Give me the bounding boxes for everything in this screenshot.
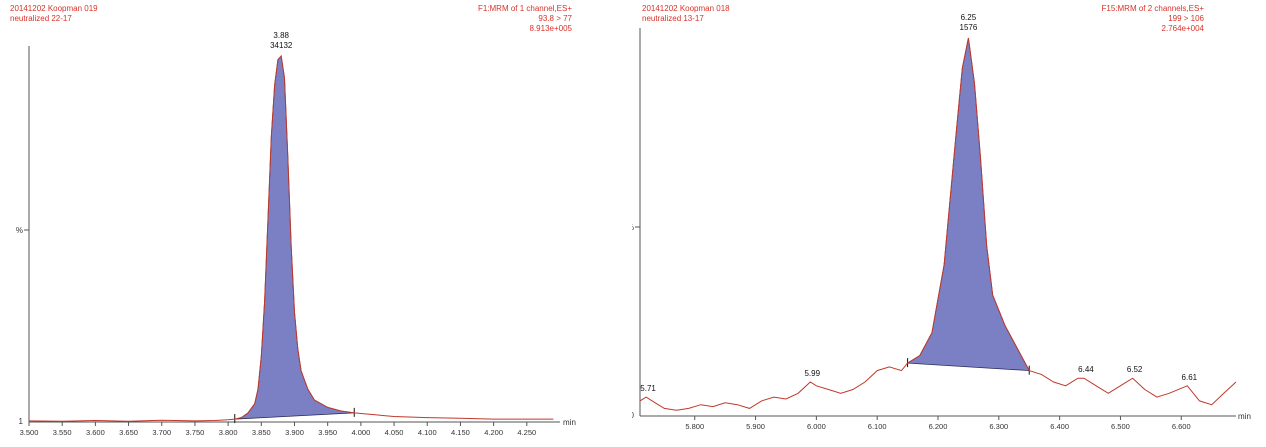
header-right-1: F1:MRM of 1 channel,ES+ 93.8 > 77 8.913e… [478, 4, 572, 34]
y-tick-label-1: 1 [19, 417, 24, 426]
x-tick-label-1: 3.850 [252, 428, 271, 437]
header-left-2-line-1: 20141202 Koopman 018 [642, 4, 730, 13]
x-tick-label-1: 3.600 [86, 428, 105, 437]
x-tick-label-2: 5.900 [746, 422, 765, 431]
x-tick-label-2: 6.500 [1111, 422, 1130, 431]
header-left-2-line-2: neutralized 13-17 [642, 14, 704, 23]
x-tick-label-1: 3.650 [119, 428, 138, 437]
header-left-1: 20141202 Koopman 019 neutralized 22-17 [10, 4, 98, 24]
header-right-1-line-1: F1:MRM of 1 channel,ES+ [477, 4, 572, 13]
peak-area-label-1: 34132 [270, 41, 293, 50]
y-axis-label-1: % [16, 226, 23, 235]
peak-time-label-1: 3.88 [273, 31, 289, 40]
x-tick-label-2: 6.400 [1050, 422, 1069, 431]
header-left-1-line-2: neutralized 22-17 [10, 14, 72, 23]
x-tick-label-2: 6.000 [807, 422, 826, 431]
x-tick-label-2: 6.200 [929, 422, 948, 431]
header-right-2-line-1: F15:MRM of 2 channels,ES+ [1101, 4, 1205, 13]
trace-line-1 [28, 54, 554, 422]
y-tick-label-2: 0 [632, 411, 635, 420]
x-tick-label-1: 4.000 [351, 428, 370, 437]
chromatogram-panel-1: 20141202 Koopman 019 neutralized 22-17 F… [0, 0, 600, 442]
x-tick-label-2: 6.600 [1172, 422, 1191, 431]
peak-area-label-2: 1576 [960, 23, 978, 32]
y-axis-label-2: % [632, 223, 634, 232]
chromatogram-plot-1: % 1 3.500 3.550 3.600 3.650 3.700 3.750 3.800 3.8… [16, 31, 576, 437]
header-right-2-line-3: 2.764e+004 [1161, 24, 1205, 33]
header-right-2-line-2: 199 > 106 [1168, 14, 1204, 23]
minor-peak-label-2: 6.52 [1127, 365, 1143, 374]
header-right-1-line-2: 93.8 > 77 [538, 14, 572, 23]
peak-time-label-2: 6.25 [961, 13, 977, 22]
x-tick-label-2: 6.100 [868, 422, 887, 431]
trace-line-2 [639, 37, 1237, 411]
minor-peak-label-2: 5.99 [804, 369, 820, 378]
x-tick-label-1: 3.950 [318, 428, 337, 437]
x-tick-label-1: 4.250 [517, 428, 536, 437]
x-axis-label-2: min [1238, 412, 1251, 421]
header-right-2: F15:MRM of 2 channels,ES+ 199 > 106 2.76… [1102, 4, 1205, 34]
header-left-1-line-1: 20141202 Koopman 019 [10, 4, 98, 13]
header-left-2: 20141202 Koopman 018 neutralized 13-17 [642, 4, 730, 24]
x-tick-label-1: 3.700 [152, 428, 171, 437]
minor-peak-label-2: 6.61 [1182, 373, 1198, 382]
x-tick-label-1: 3.750 [186, 428, 205, 437]
x-tick-label-1: 3.900 [285, 428, 304, 437]
chromatogram-plot-2: % 0 5.800 5.900 6.000 6.100 6.200 6.300 6.400 6.5… [627, 13, 1251, 431]
chromatogram-panel-2: 20141202 Koopman 018 neutralized 13-17 F… [627, 0, 1251, 442]
x-tick-label-1: 4.150 [451, 428, 470, 437]
x-tick-label-1: 3.800 [219, 428, 238, 437]
x-tick-label-1: 3.550 [53, 428, 72, 437]
x-tick-label-1: 4.100 [418, 428, 437, 437]
x-tick-label-1: 3.500 [20, 428, 39, 437]
x-tick-label-2: 5.800 [685, 422, 704, 431]
peak-area-fill-2 [906, 37, 1030, 372]
minor-peak-label-2: 6.44 [1078, 365, 1094, 374]
minor-peak-label-2: 5.71 [640, 384, 656, 393]
header-right-1-line-3: 8.913e+005 [529, 24, 573, 33]
peak-area-fill-1 [234, 55, 355, 420]
x-tick-label-1: 4.200 [484, 428, 503, 437]
x-tick-label-1: 4.050 [385, 428, 404, 437]
x-axis-label-1: min [563, 418, 576, 427]
x-tick-label-2: 6.300 [989, 422, 1008, 431]
